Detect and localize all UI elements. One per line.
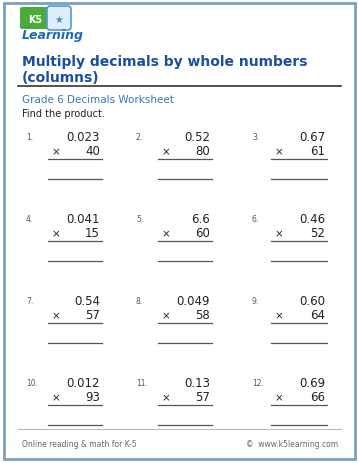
Text: 40: 40 bbox=[85, 145, 100, 158]
Text: 15: 15 bbox=[85, 227, 100, 240]
Text: ★: ★ bbox=[55, 15, 64, 25]
Text: 0.012: 0.012 bbox=[66, 377, 100, 390]
Text: 7.: 7. bbox=[26, 297, 33, 306]
Text: ×: × bbox=[275, 229, 284, 238]
Text: 4.: 4. bbox=[26, 215, 33, 224]
Text: ×: × bbox=[162, 310, 171, 320]
Text: 2.: 2. bbox=[136, 133, 143, 142]
Text: 0.54: 0.54 bbox=[74, 295, 100, 308]
Text: ×: × bbox=[162, 229, 171, 238]
Text: ×: × bbox=[275, 392, 284, 402]
Text: ×: × bbox=[162, 392, 171, 402]
Text: 52: 52 bbox=[310, 227, 325, 240]
Text: 10.: 10. bbox=[26, 379, 38, 388]
Text: ×: × bbox=[162, 147, 171, 156]
Text: 0.69: 0.69 bbox=[299, 377, 325, 390]
Text: 0.60: 0.60 bbox=[299, 295, 325, 308]
Text: 0.52: 0.52 bbox=[184, 131, 210, 144]
Text: 9.: 9. bbox=[252, 297, 259, 306]
Text: 0.46: 0.46 bbox=[299, 213, 325, 226]
Text: 80: 80 bbox=[195, 145, 210, 158]
Text: 60: 60 bbox=[195, 227, 210, 240]
Text: Multiply decimals by whole numbers: Multiply decimals by whole numbers bbox=[22, 55, 308, 69]
Text: ×: × bbox=[52, 229, 61, 238]
Text: 66: 66 bbox=[310, 391, 325, 404]
Text: 5.: 5. bbox=[136, 215, 143, 224]
Text: 58: 58 bbox=[195, 309, 210, 322]
Text: 6.6: 6.6 bbox=[191, 213, 210, 226]
Text: Find the product.: Find the product. bbox=[22, 109, 105, 119]
Text: 61: 61 bbox=[310, 145, 325, 158]
Text: 3.: 3. bbox=[252, 133, 259, 142]
Text: ©  www.k5learning.com: © www.k5learning.com bbox=[246, 439, 338, 449]
Text: (columns): (columns) bbox=[22, 71, 100, 85]
Text: ×: × bbox=[52, 310, 61, 320]
Text: 93: 93 bbox=[85, 391, 100, 404]
Text: 57: 57 bbox=[195, 391, 210, 404]
Text: ×: × bbox=[275, 147, 284, 156]
Text: 0.67: 0.67 bbox=[299, 131, 325, 144]
Text: 0.13: 0.13 bbox=[184, 377, 210, 390]
Text: ×: × bbox=[52, 147, 61, 156]
Text: 57: 57 bbox=[85, 309, 100, 322]
Text: 8.: 8. bbox=[136, 297, 143, 306]
Text: Learning: Learning bbox=[22, 30, 84, 43]
Text: 0.023: 0.023 bbox=[67, 131, 100, 144]
Text: 0.049: 0.049 bbox=[177, 295, 210, 308]
Text: 11.: 11. bbox=[136, 379, 148, 388]
Text: 6.: 6. bbox=[252, 215, 259, 224]
Text: K5: K5 bbox=[28, 15, 42, 25]
Text: ×: × bbox=[275, 310, 284, 320]
Text: 1.: 1. bbox=[26, 133, 33, 142]
Text: ×: × bbox=[52, 392, 61, 402]
Text: Online reading & math for K-5: Online reading & math for K-5 bbox=[22, 439, 137, 449]
Text: 12.: 12. bbox=[252, 379, 264, 388]
FancyBboxPatch shape bbox=[47, 7, 71, 31]
Text: 0.041: 0.041 bbox=[66, 213, 100, 226]
Text: Grade 6 Decimals Worksheet: Grade 6 Decimals Worksheet bbox=[22, 95, 174, 105]
Text: 64: 64 bbox=[310, 309, 325, 322]
FancyBboxPatch shape bbox=[20, 8, 50, 30]
